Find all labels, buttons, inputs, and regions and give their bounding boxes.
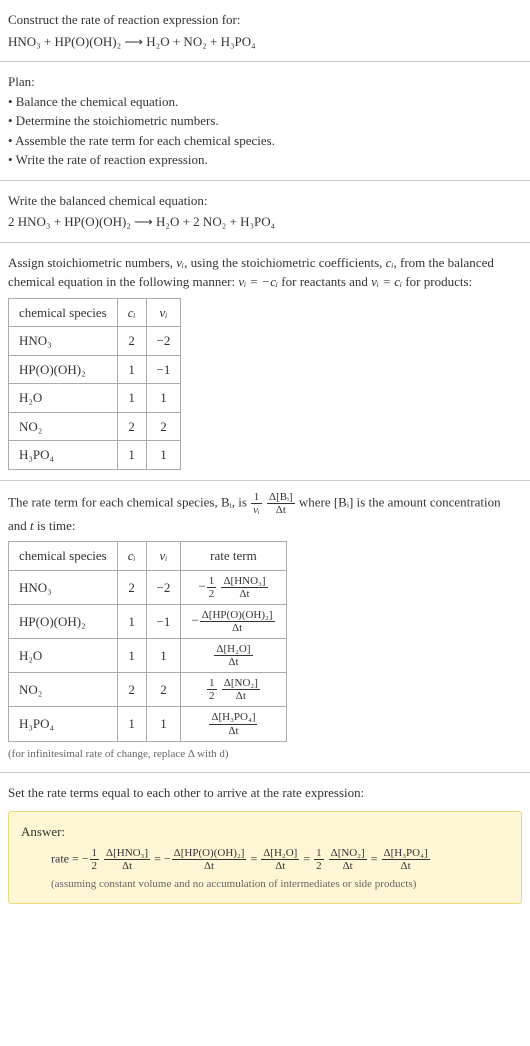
col-header: νᵢ	[146, 542, 181, 571]
nu-cell: 2	[146, 412, 181, 441]
table-header-row: chemical species cᵢ νᵢ	[9, 298, 181, 327]
c-cell: 1	[117, 441, 146, 470]
table-row: NO₂2212 Δ[NO₂]Δt	[9, 673, 287, 707]
rate-term-section: The rate term for each chemical species,…	[0, 481, 530, 774]
rate-term-cell: −Δ[HP(O)(OH)₂]Δt	[181, 604, 286, 638]
stoic-section: Assign stoichiometric numbers, νᵢ, using…	[0, 243, 530, 481]
plan-title: Plan:	[8, 72, 522, 92]
table-row: H₃PO₄11Δ[H₃PO₄]Δt	[9, 707, 287, 741]
rate-term-cell: Δ[H₃PO₄]Δt	[181, 707, 286, 741]
species-cell: H₃PO₄	[9, 707, 118, 741]
balanced-section: Write the balanced chemical equation: 2 …	[0, 181, 530, 243]
balanced-title: Write the balanced chemical equation:	[8, 191, 522, 211]
frac-dB-over-dt: Δ[Bᵢ] Δt	[267, 491, 295, 516]
table-row: HNO₃2−2−12 Δ[HNO₃]Δt	[9, 570, 287, 604]
plan-section: Plan: • Balance the chemical equation. •…	[0, 62, 530, 181]
final-section: Set the rate terms equal to each other t…	[0, 773, 530, 914]
answer-box: Answer: rate = −12 Δ[HNO₃]Δt = −Δ[HP(O)(…	[8, 811, 522, 904]
plan-item: • Balance the chemical equation.	[8, 92, 522, 112]
rate-term-cell: 12 Δ[NO₂]Δt	[181, 673, 286, 707]
species-cell: NO₂	[9, 673, 118, 707]
species-cell: NO₂	[9, 412, 118, 441]
final-intro: Set the rate terms equal to each other t…	[8, 783, 522, 803]
table-row: HNO₃ 2 −2	[9, 327, 181, 356]
c-cell: 2	[117, 412, 146, 441]
c-cell: 2	[117, 673, 146, 707]
answer-title: Answer:	[21, 822, 509, 842]
c-i: cᵢ	[386, 255, 394, 270]
stoic-text: , using the stoichiometric coefficients,	[184, 255, 386, 270]
c-cell: 1	[117, 384, 146, 413]
nu-cell: −2	[146, 570, 181, 604]
col-header: cᵢ	[117, 298, 146, 327]
col-header: νᵢ	[146, 298, 181, 327]
intro-equation: HNO₃ + HP(O)(OH)₂ ⟶ H₂O + NO₂ + H₃PO₄	[8, 32, 522, 52]
stoic-text: Assign stoichiometric numbers,	[8, 255, 176, 270]
rate-intro-text: The rate term for each chemical species,…	[8, 494, 250, 509]
table-row: HP(O)(OH)₂ 1 −1	[9, 355, 181, 384]
species-cell: HP(O)(OH)₂	[9, 355, 118, 384]
intro-text: Construct the rate of reaction expressio…	[8, 10, 522, 30]
nu-cell: 1	[146, 384, 181, 413]
species-cell: H₂O	[9, 384, 118, 413]
nu-cell: −1	[146, 604, 181, 638]
table-row: H₃PO₄ 1 1	[9, 441, 181, 470]
rate-expression: rate = −12 Δ[HNO₃]Δt = −Δ[HP(O)(OH)₂]Δt …	[21, 847, 509, 872]
table-row: H₂O 1 1	[9, 384, 181, 413]
col-header: chemical species	[9, 298, 118, 327]
c-cell: 1	[117, 355, 146, 384]
frac-num: Δ[Bᵢ]	[267, 491, 295, 504]
col-header: rate term	[181, 542, 286, 571]
nu-cell: −1	[146, 355, 181, 384]
c-cell: 2	[117, 570, 146, 604]
table-header-row: chemical species cᵢ νᵢ rate term	[9, 542, 287, 571]
stoic-text: for reactants and	[278, 274, 371, 289]
nu-i: νᵢ	[176, 255, 184, 270]
species-cell: H₂O	[9, 639, 118, 673]
table-row: NO₂ 2 2	[9, 412, 181, 441]
nu-cell: 1	[146, 639, 181, 673]
c-cell: 1	[117, 604, 146, 638]
balanced-equation: 2 HNO₃ + HP(O)(OH)₂ ⟶ H₂O + 2 NO₂ + H₃PO…	[8, 212, 522, 232]
rate-intro-text: is time:	[34, 518, 76, 533]
frac-den: νᵢ	[251, 504, 262, 516]
plan-item: • Determine the stoichiometric numbers.	[8, 111, 522, 131]
species-cell: HNO₃	[9, 327, 118, 356]
rel1: νᵢ = −cᵢ	[238, 274, 278, 289]
nu-cell: −2	[146, 327, 181, 356]
table-row: HP(O)(OH)₂1−1−Δ[HP(O)(OH)₂]Δt	[9, 604, 287, 638]
col-header: cᵢ	[117, 542, 146, 571]
rate-term-cell: Δ[H₂O]Δt	[181, 639, 286, 673]
frac-1-over-nu: 1 νᵢ	[251, 491, 262, 516]
rel2: νᵢ = cᵢ	[371, 274, 402, 289]
species-cell: H₃PO₄	[9, 441, 118, 470]
c-cell: 1	[117, 639, 146, 673]
nu-cell: 2	[146, 673, 181, 707]
delta-note: (for infinitesimal rate of change, repla…	[8, 746, 522, 763]
c-cell: 1	[117, 707, 146, 741]
species-cell: HP(O)(OH)₂	[9, 604, 118, 638]
plan-item: • Assemble the rate term for each chemic…	[8, 131, 522, 151]
plan-item: • Write the rate of reaction expression.	[8, 150, 522, 170]
stoic-text: for products:	[402, 274, 472, 289]
table-row: H₂O11Δ[H₂O]Δt	[9, 639, 287, 673]
nu-cell: 1	[146, 707, 181, 741]
frac-num: 1	[251, 491, 262, 504]
rate-term-cell: −12 Δ[HNO₃]Δt	[181, 570, 286, 604]
stoic-table: chemical species cᵢ νᵢ HNO₃ 2 −2 HP(O)(O…	[8, 298, 181, 470]
species-cell: HNO₃	[9, 570, 118, 604]
intro-section: Construct the rate of reaction expressio…	[0, 0, 530, 62]
rate-term-table: chemical species cᵢ νᵢ rate term HNO₃2−2…	[8, 541, 287, 741]
frac-den: Δt	[267, 504, 295, 516]
nu-cell: 1	[146, 441, 181, 470]
assumption-note: (assuming constant volume and no accumul…	[21, 876, 509, 893]
col-header: chemical species	[9, 542, 118, 571]
c-cell: 2	[117, 327, 146, 356]
